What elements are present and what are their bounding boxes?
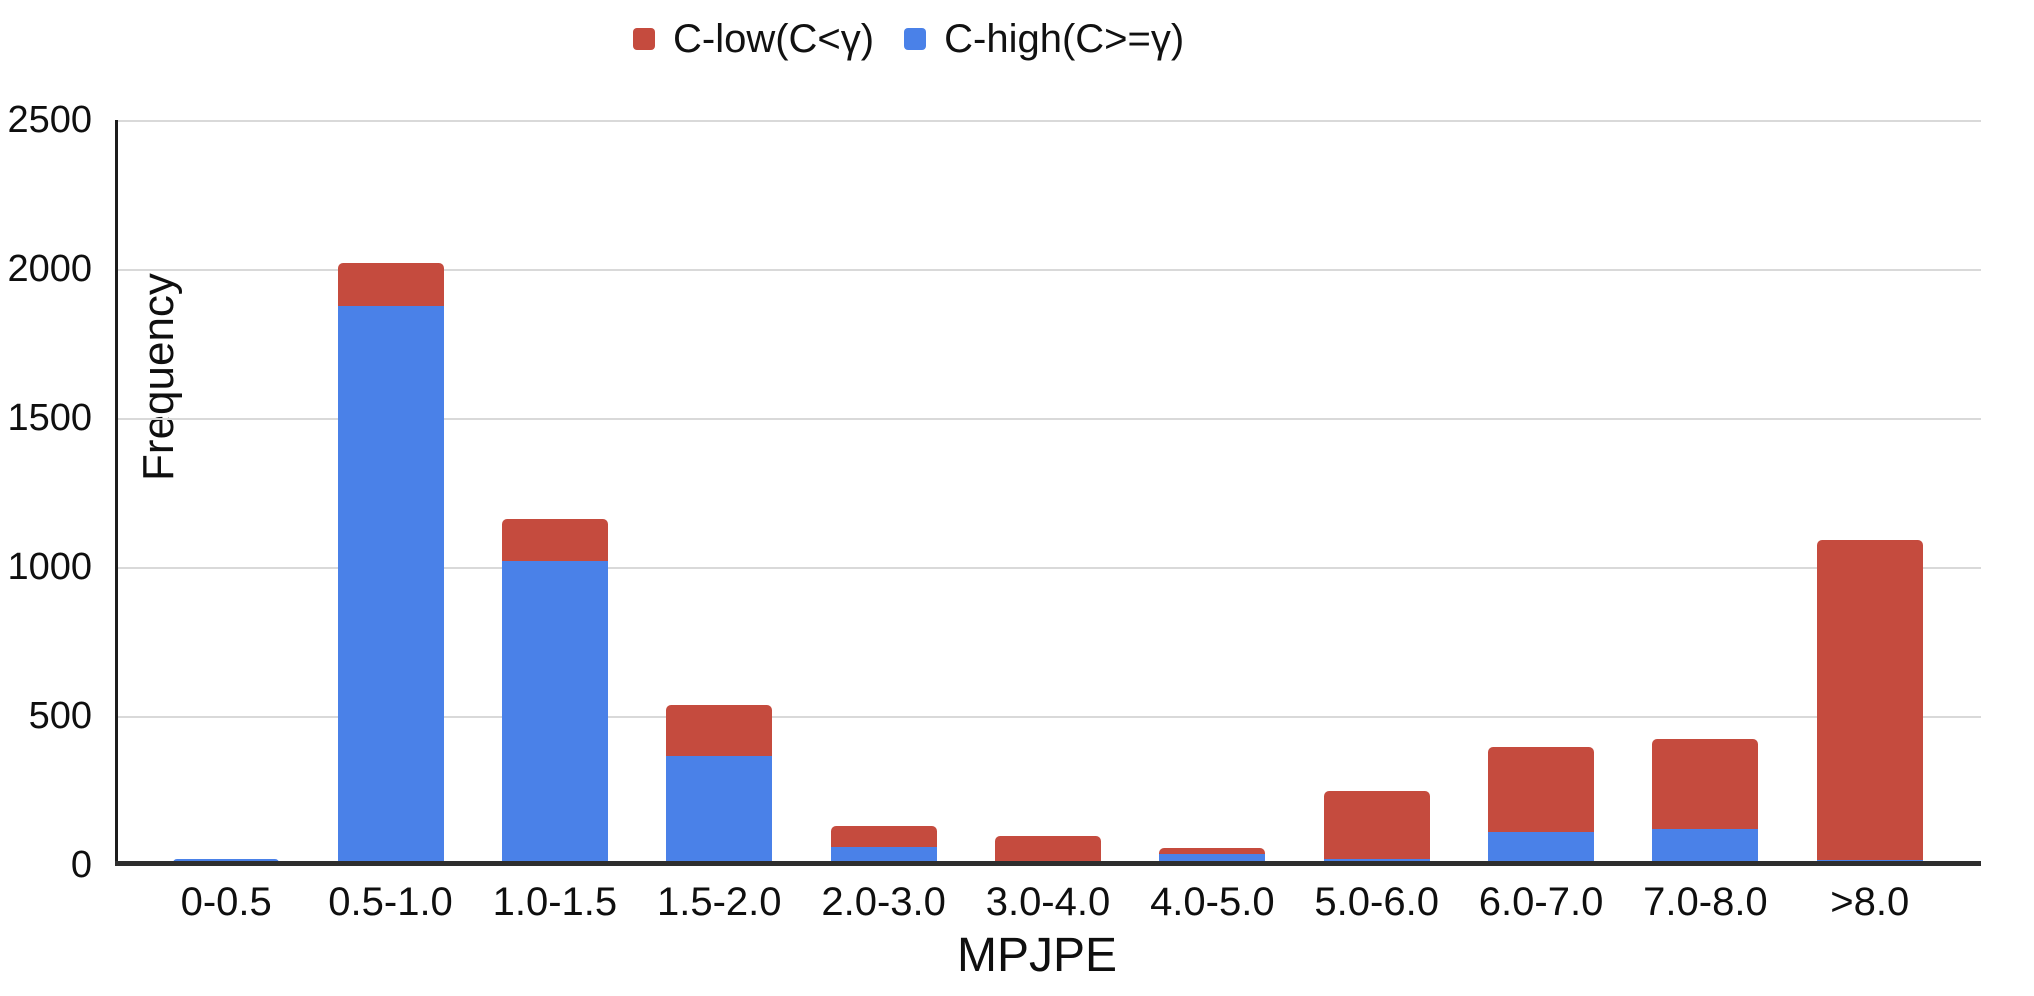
y-tick-label: 2000 <box>7 248 92 290</box>
bar-group-0.5-1.0 <box>308 120 472 866</box>
bar-segment-c-low <box>337 262 444 306</box>
bar-group->8.0 <box>1788 120 1952 866</box>
bar-segment-c-high <box>173 858 280 863</box>
bar-stack <box>666 705 773 863</box>
bar-segment-c-high <box>337 305 444 863</box>
gridline-2000 <box>118 269 1981 271</box>
bar-group-6.0-7.0 <box>1459 120 1623 866</box>
bar-group-4.0-5.0 <box>1130 120 1294 866</box>
bar-segment-c-high <box>1159 854 1266 863</box>
gridline-1000 <box>118 567 1981 569</box>
x-axis-labels: 0-0.5 0.5-1.0 1.0-1.5 1.5-2.0 2.0-3.0 3.0-4.0… <box>144 878 1952 926</box>
x-tick-label: 1.5-2.0 <box>656 880 782 924</box>
y-tick-label: 0 <box>70 844 92 886</box>
x-tick-label: >8.0 <box>1830 880 1910 924</box>
bar-segment-c-high <box>501 560 608 863</box>
bar-stack <box>1159 848 1266 863</box>
bars-layer <box>144 120 1952 866</box>
x-axis-baseline <box>115 861 1981 866</box>
bar-segment-c-low <box>1488 746 1595 832</box>
bar-segment-c-low <box>1159 848 1266 855</box>
bar-group-5.0-6.0 <box>1295 120 1459 866</box>
y-tick-label: 1000 <box>7 546 92 588</box>
x-tick-label: 7.0-8.0 <box>1643 880 1768 924</box>
bar-segment-c-low <box>830 825 937 847</box>
bar-group-0-0.5 <box>144 120 308 866</box>
bar-segment-c-low <box>1652 739 1759 829</box>
bar-stack <box>337 262 444 863</box>
bar-group-1.0-1.5 <box>473 120 637 866</box>
x-tick-label: 3.0-4.0 <box>985 880 1111 924</box>
x-tick-label: 2.0-3.0 <box>821 880 946 924</box>
x-tick-label: 6.0-7.0 <box>1478 880 1604 924</box>
bar-segment-c-low <box>1323 790 1430 860</box>
bar-group-3.0-4.0 <box>966 120 1130 866</box>
bar-stack <box>173 858 280 863</box>
y-tick-label: 500 <box>28 695 92 737</box>
y-tick-label: 2500 <box>7 99 92 141</box>
x-tick-label: 0-0.5 <box>180 880 272 924</box>
bar-stack <box>830 825 937 863</box>
gridline-1500 <box>118 418 1981 420</box>
legend: C-low(C<γ) C-high(C>=γ) <box>633 10 1184 68</box>
legend-swatch-icon <box>633 28 655 50</box>
x-axis-title: MPJPE <box>956 929 1118 982</box>
bar-segment-c-low <box>501 518 608 561</box>
y-axis-line <box>115 120 118 866</box>
plot-area <box>115 120 1981 866</box>
legend-label: C-high(C>=γ) <box>944 16 1185 61</box>
bar-segment-c-low <box>666 705 773 756</box>
gridline-2500 <box>118 120 1981 122</box>
bar-group-7.0-8.0 <box>1623 120 1787 866</box>
bar-stack <box>501 518 608 863</box>
bar-segment-c-high <box>1652 828 1759 863</box>
bar-segment-c-high <box>1488 831 1595 863</box>
bar-stack <box>1488 746 1595 863</box>
bar-stack <box>1816 539 1923 863</box>
bar-segment-c-high <box>666 755 773 863</box>
x-tick-label: 5.0-6.0 <box>1314 880 1439 924</box>
x-tick-label: 1.0-1.5 <box>492 880 618 924</box>
bar-group-2.0-3.0 <box>801 120 965 866</box>
legend-item: C-low(C<γ) <box>633 17 874 62</box>
y-tick-label: 1500 <box>7 397 92 439</box>
bar-segment-c-low <box>994 836 1101 863</box>
gridline-500 <box>118 716 1981 718</box>
bar-segment-c-low <box>1816 539 1923 861</box>
bar-segment-c-high <box>830 846 937 863</box>
x-tick-label: 4.0-5.0 <box>1150 880 1275 924</box>
bar-stack <box>1652 739 1759 863</box>
x-tick-label: 0.5-1.0 <box>328 880 453 924</box>
y-axis-labels: 0 500 1000 1500 2000 2500 <box>0 0 92 996</box>
bar-group-1.5-2.0 <box>637 120 801 866</box>
legend-label: C-low(C<γ) <box>673 16 875 61</box>
legend-item: C-high(C>=γ) <box>904 17 1184 62</box>
legend-swatch-icon <box>904 28 927 50</box>
bar-stack <box>994 836 1101 863</box>
bar-stack <box>1323 790 1430 863</box>
